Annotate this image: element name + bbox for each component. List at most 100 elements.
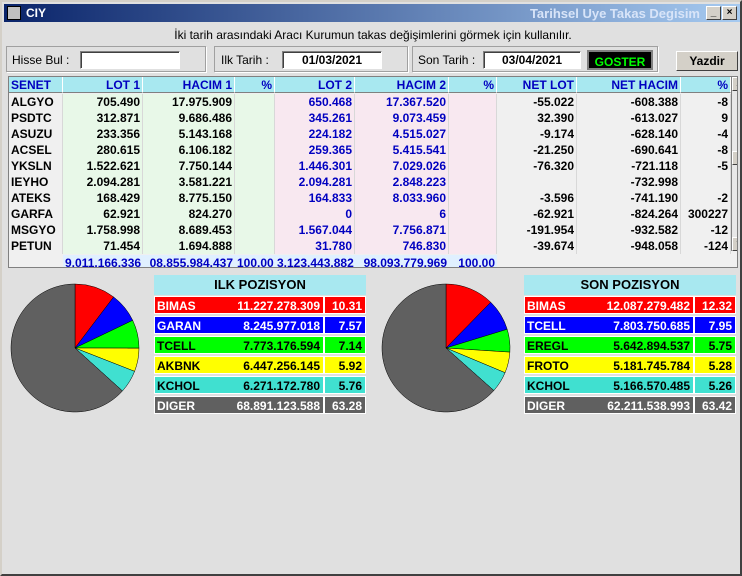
table-cell[interactable]: [235, 238, 275, 254]
table-cell[interactable]: [497, 174, 577, 190]
table-cell[interactable]: -62.921: [497, 206, 577, 222]
table-cell[interactable]: [449, 94, 497, 110]
table-cell[interactable]: 312.871: [63, 110, 143, 126]
table-cell[interactable]: -2: [681, 190, 731, 206]
table-cell[interactable]: [235, 174, 275, 190]
table-cell[interactable]: 280.615: [63, 142, 143, 158]
table-header-3[interactable]: %: [235, 77, 275, 93]
table-cell[interactable]: 2.094.281: [275, 174, 355, 190]
scroll-down-icon[interactable]: ▼: [732, 237, 737, 251]
son_pozisyon-row-2[interactable]: EREGL 5.642.894.537: [524, 336, 694, 354]
table-cell-senet[interactable]: IEYHO: [9, 174, 63, 190]
table-cell[interactable]: [449, 174, 497, 190]
table-cell[interactable]: 17.975.909: [143, 94, 235, 110]
table-scrollbar[interactable]: ▲ ▼: [731, 77, 737, 251]
table-cell[interactable]: [235, 222, 275, 238]
son_pozisyon-row-4[interactable]: KCHOL 5.166.570.485: [524, 376, 694, 394]
son_pozisyon-row-0[interactable]: BIMAS 12.087.279.482: [524, 296, 694, 314]
ilk_pozisyon-row-1[interactable]: GARAN 8.245.977.018: [154, 316, 324, 334]
scroll-thumb[interactable]: [732, 151, 737, 165]
table-cell[interactable]: -21.250: [497, 142, 577, 158]
table-cell-senet[interactable]: YKSLN: [9, 158, 63, 174]
son-tarih-input[interactable]: 03/04/2021: [483, 51, 581, 69]
table-cell[interactable]: 7.750.144: [143, 158, 235, 174]
table-cell[interactable]: [235, 94, 275, 110]
table-cell[interactable]: 705.490: [63, 94, 143, 110]
ilk_pozisyon-row-4[interactable]: KCHOL 6.271.172.780: [154, 376, 324, 394]
table-cell[interactable]: [235, 110, 275, 126]
table-header-7[interactable]: NET LOT: [497, 77, 577, 93]
table-cell[interactable]: -39.674: [497, 238, 577, 254]
ilk_pozisyon-row-2[interactable]: TCELL 7.773.176.594: [154, 336, 324, 354]
ilk_pozisyon-row-3[interactable]: AKBNK 6.447.256.145: [154, 356, 324, 374]
table-cell[interactable]: 9: [681, 110, 731, 126]
table-cell[interactable]: 1.567.044: [275, 222, 355, 238]
minimize-icon[interactable]: _: [706, 6, 721, 20]
table-cell[interactable]: [449, 142, 497, 158]
table-cell[interactable]: 6.106.182: [143, 142, 235, 158]
ilk_pozisyon-row-0[interactable]: BIMAS 11.227.278.309: [154, 296, 324, 314]
table-cell[interactable]: 9.686.486: [143, 110, 235, 126]
table-cell[interactable]: -690.641: [577, 142, 681, 158]
table-cell[interactable]: 8.775.150: [143, 190, 235, 206]
table-cell[interactable]: 345.261: [275, 110, 355, 126]
table-cell[interactable]: [235, 158, 275, 174]
yazdir-button[interactable]: Yazdir: [676, 51, 738, 71]
table-header-8[interactable]: NET HACIM: [577, 77, 681, 93]
table-cell[interactable]: -948.058: [577, 238, 681, 254]
table-cell[interactable]: -608.388: [577, 94, 681, 110]
table-cell[interactable]: 17.367.520: [355, 94, 449, 110]
table-header-2[interactable]: HACIM 1: [143, 77, 235, 93]
table-cell[interactable]: -8: [681, 142, 731, 158]
table-cell[interactable]: 8.689.453: [143, 222, 235, 238]
table-cell[interactable]: 1.694.888: [143, 238, 235, 254]
table-cell[interactable]: 62.921: [63, 206, 143, 222]
table-cell[interactable]: -191.954: [497, 222, 577, 238]
ilk_pozisyon-row-5[interactable]: DIGER 68.891.123.588: [154, 396, 324, 414]
table-cell[interactable]: 224.182: [275, 126, 355, 142]
table-cell[interactable]: 2.848.223: [355, 174, 449, 190]
table-cell[interactable]: [449, 158, 497, 174]
table-cell-senet[interactable]: MSGYO: [9, 222, 63, 238]
goster-button[interactable]: GOSTER: [587, 50, 653, 70]
hisse-search-input[interactable]: [80, 51, 180, 69]
son_pozisyon-row-5[interactable]: DIGER 62.211.538.993: [524, 396, 694, 414]
table-cell[interactable]: -124: [681, 238, 731, 254]
table-cell[interactable]: 4.515.027: [355, 126, 449, 142]
table-cell[interactable]: -3.596: [497, 190, 577, 206]
table-cell[interactable]: [235, 142, 275, 158]
title-bar[interactable]: CIY Tarihsel Uye Takas Degisim _ ×: [4, 4, 740, 22]
table-cell[interactable]: [449, 190, 497, 206]
table-header-0[interactable]: SENET: [9, 77, 63, 93]
table-cell[interactable]: 300227: [681, 206, 731, 222]
son_pozisyon-row-1[interactable]: TCELL 7.803.750.685: [524, 316, 694, 334]
table-cell[interactable]: 71.454: [63, 238, 143, 254]
table-cell[interactable]: 7.029.026: [355, 158, 449, 174]
table-cell[interactable]: [235, 190, 275, 206]
table-cell[interactable]: -9.174: [497, 126, 577, 142]
table-cell[interactable]: 1.758.998: [63, 222, 143, 238]
table-cell[interactable]: [449, 110, 497, 126]
table-cell[interactable]: 5.415.541: [355, 142, 449, 158]
table-cell[interactable]: [449, 222, 497, 238]
table-cell[interactable]: -8: [681, 94, 731, 110]
table-header-9[interactable]: %: [681, 77, 731, 93]
table-cell[interactable]: 3.581.221: [143, 174, 235, 190]
table-cell[interactable]: -932.582: [577, 222, 681, 238]
table-cell[interactable]: 0: [275, 206, 355, 222]
table-cell[interactable]: -55.022: [497, 94, 577, 110]
table-cell[interactable]: 259.365: [275, 142, 355, 158]
table-cell[interactable]: 8.033.960: [355, 190, 449, 206]
table-cell-senet[interactable]: ALGYO: [9, 94, 63, 110]
table-cell[interactable]: 32.390: [497, 110, 577, 126]
son_pozisyon-row-3[interactable]: FROTO 5.181.745.784: [524, 356, 694, 374]
table-cell[interactable]: [681, 174, 731, 190]
table-cell[interactable]: -12: [681, 222, 731, 238]
table-cell[interactable]: 2.094.281: [63, 174, 143, 190]
table-header-1[interactable]: LOT 1: [63, 77, 143, 93]
table-cell[interactable]: 1.522.621: [63, 158, 143, 174]
table-cell[interactable]: 164.833: [275, 190, 355, 206]
table-cell[interactable]: 746.830: [355, 238, 449, 254]
app-icon[interactable]: [7, 6, 21, 20]
